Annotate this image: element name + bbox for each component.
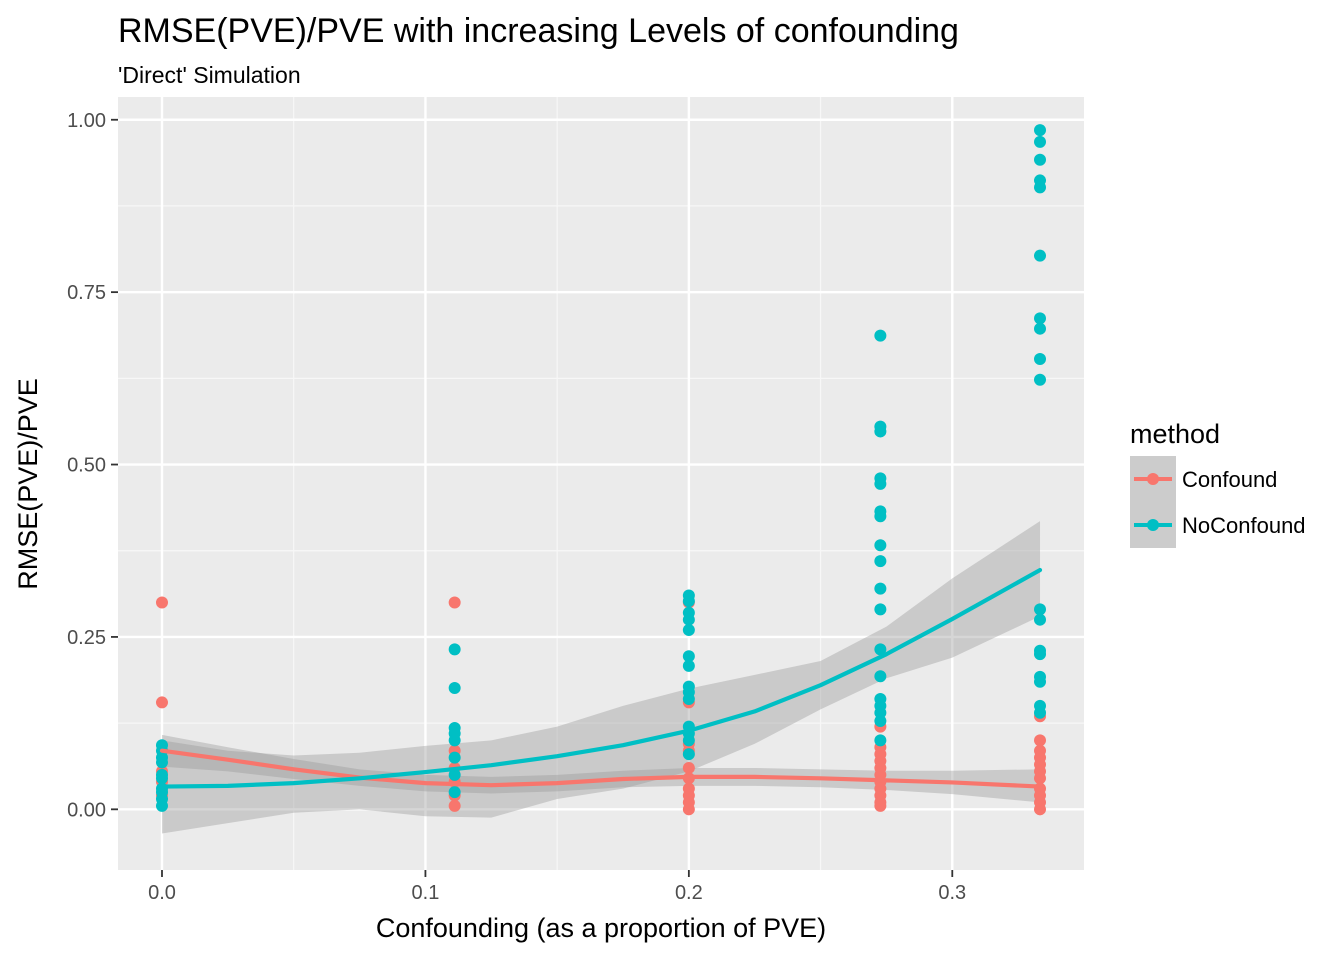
x-tick-label: 0.1 <box>412 882 440 904</box>
point-noconfound <box>874 643 887 656</box>
plot-panel <box>118 97 1084 870</box>
y-tick-label: 0.75 <box>67 282 106 304</box>
point-noconfound <box>682 595 695 608</box>
point-noconfound <box>874 715 887 728</box>
chart-subtitle: 'Direct' Simulation <box>118 62 301 88</box>
x-tick-label: 0.3 <box>938 882 966 904</box>
ci-ribbon-noconfound <box>161 521 1041 834</box>
legend-label-noconfound: NoConfound <box>1182 513 1306 538</box>
point-noconfound <box>1034 373 1047 386</box>
x-tick-label: 0.2 <box>675 882 703 904</box>
point-confound <box>682 761 695 774</box>
point-confound <box>1034 772 1047 785</box>
point-confound <box>448 596 461 609</box>
point-noconfound <box>1034 312 1047 325</box>
y-tick-label: 0.00 <box>67 799 106 821</box>
point-noconfound <box>155 772 168 785</box>
point-noconfound <box>1034 613 1047 626</box>
point-noconfound <box>155 799 168 812</box>
x-axis-title: Confounding (as a proportion of PVE) <box>376 913 826 943</box>
point-noconfound <box>1034 322 1047 335</box>
point-noconfound <box>1034 249 1047 262</box>
point-confound <box>155 596 168 609</box>
point-noconfound <box>682 692 695 705</box>
point-noconfound <box>874 670 887 683</box>
ci-ribbon-confound <box>161 734 1041 803</box>
point-noconfound <box>1034 124 1047 137</box>
point-noconfound <box>448 681 461 694</box>
point-noconfound <box>448 643 461 656</box>
point-confound <box>1034 803 1047 816</box>
point-noconfound <box>874 706 887 719</box>
point-noconfound <box>1034 706 1047 719</box>
point-noconfound <box>155 756 168 769</box>
point-noconfound <box>682 624 695 637</box>
point-noconfound <box>1034 181 1047 194</box>
legend: method Confound NoConfound <box>1130 419 1306 548</box>
point-confound <box>448 799 461 812</box>
grid-minor <box>118 97 1084 870</box>
point-noconfound <box>1034 675 1047 688</box>
point-noconfound <box>874 555 887 568</box>
point-noconfound <box>874 582 887 595</box>
y-tick-label: 1.00 <box>67 110 106 132</box>
point-confound <box>874 799 887 812</box>
y-tick-label: 0.50 <box>67 455 106 477</box>
x-axis: 0.0 0.1 0.2 0.3 <box>148 870 966 904</box>
point-noconfound <box>874 329 887 342</box>
point-noconfound <box>874 734 887 747</box>
point-noconfound <box>1034 153 1047 166</box>
point-confound <box>682 803 695 816</box>
point-noconfound <box>1034 603 1047 616</box>
confidence-ribbons <box>161 521 1041 834</box>
point-noconfound <box>682 650 695 663</box>
point-noconfound <box>874 477 887 490</box>
legend-label-confound: Confound <box>1182 467 1277 492</box>
point-noconfound <box>874 539 887 552</box>
point-noconfound <box>1034 353 1047 366</box>
point-confound <box>155 696 168 709</box>
point-noconfound <box>682 734 695 747</box>
legend-key-point <box>1147 519 1159 531</box>
point-noconfound <box>682 613 695 626</box>
legend-key-point <box>1147 473 1159 485</box>
point-confound <box>1034 734 1047 747</box>
point-noconfound <box>874 425 887 438</box>
point-noconfound <box>448 734 461 747</box>
point-noconfound <box>682 748 695 761</box>
y-axis: 0.00 0.25 0.50 0.75 1.00 <box>67 110 118 821</box>
x-tick-label: 0.0 <box>148 882 176 904</box>
point-noconfound <box>874 510 887 523</box>
point-noconfound <box>1034 648 1047 661</box>
y-tick-label: 0.25 <box>67 627 106 649</box>
chart-title: RMSE(PVE)/PVE with increasing Levels of … <box>118 12 959 50</box>
legend-title: method <box>1130 419 1220 449</box>
point-noconfound <box>448 768 461 781</box>
point-noconfound <box>448 786 461 799</box>
point-noconfound <box>874 603 887 616</box>
smooth-line-confound <box>159 748 1043 789</box>
point-noconfound <box>1034 135 1047 148</box>
smooth-line-noconfound <box>159 567 1043 789</box>
point-noconfound <box>448 751 461 764</box>
smooth-lines <box>159 567 1043 789</box>
point-noconfound <box>682 659 695 672</box>
data-points <box>155 124 1047 816</box>
y-axis-title: RMSE(PVE)/PVE <box>13 378 43 590</box>
